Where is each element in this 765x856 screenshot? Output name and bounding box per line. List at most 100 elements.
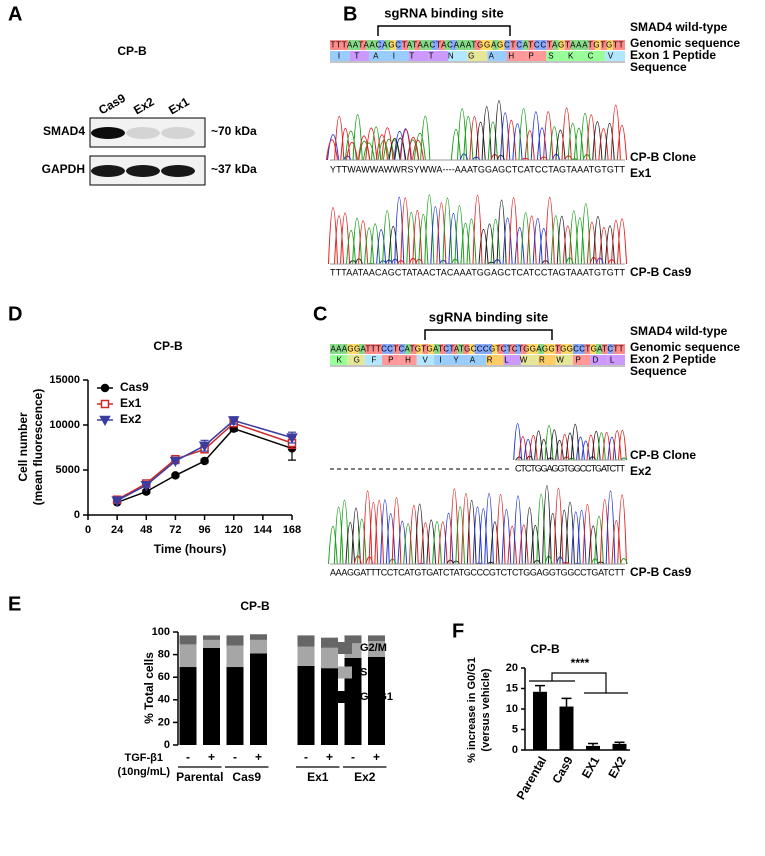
- base-box: [364, 344, 371, 354]
- treatment-dose: (10ng/mL): [117, 766, 170, 778]
- trace-peak: [388, 226, 399, 265]
- trace-peak: [573, 127, 585, 161]
- blot-band: [161, 165, 195, 177]
- blot-band: [126, 165, 160, 177]
- trace-peak: [619, 558, 628, 565]
- base-box: [336, 40, 343, 50]
- base-box: [549, 344, 556, 354]
- aa-box: [486, 355, 504, 365]
- base-box: [567, 344, 573, 354]
- base-box: [353, 344, 359, 354]
- base-box: [341, 344, 348, 354]
- aa-box: [590, 355, 608, 365]
- site-bracket: [377, 25, 511, 36]
- aa-box: [416, 355, 435, 365]
- base-box: [378, 40, 385, 50]
- trace-peak: [555, 439, 564, 461]
- y-tick-label: 5: [512, 723, 518, 735]
- base-box: [445, 344, 452, 354]
- base-box: [468, 344, 475, 354]
- bar-segment: [250, 639, 267, 654]
- data-point: [140, 481, 153, 492]
- base-box: [393, 344, 400, 354]
- protein-label: SMAD4: [43, 124, 85, 138]
- trace-peak: [570, 511, 581, 565]
- base-box: [438, 40, 445, 50]
- aa-box: [605, 51, 625, 61]
- trace-sequence: YTTWAWWAWWRSYWWA----AAATGGAGCTCATCCTAGTA…: [330, 164, 626, 174]
- peptide-label: Sequence: [630, 60, 687, 74]
- trace-peak: [357, 135, 371, 161]
- bar: [612, 743, 627, 750]
- bar: [586, 745, 600, 750]
- base-box: [619, 344, 625, 354]
- base-box: [451, 344, 458, 354]
- trace-peak: [532, 217, 543, 265]
- base-box: [480, 40, 487, 50]
- trace-peak: [617, 429, 627, 461]
- data-point: [171, 471, 180, 480]
- trace-peak: [562, 225, 573, 265]
- bar-segment: [321, 668, 338, 745]
- base-box: [498, 40, 505, 50]
- base-box: [384, 40, 391, 50]
- trace-peak: [493, 100, 505, 161]
- trace-peak: [610, 220, 621, 265]
- bar-segment: [179, 667, 197, 745]
- trace-peak: [604, 225, 615, 265]
- chart-title: CP-B: [240, 599, 270, 613]
- y-tick-label: 20: [506, 662, 518, 674]
- bar-segment: [321, 637, 338, 648]
- base-box: [503, 344, 510, 354]
- aa-box: [572, 355, 591, 365]
- trace-peak: [512, 123, 523, 161]
- trace-peak: [400, 128, 413, 161]
- aa-box: [349, 51, 370, 61]
- base-box: [434, 344, 440, 354]
- base-box: [450, 40, 457, 50]
- trace-peak: [568, 210, 579, 265]
- blot-frame: [89, 117, 206, 148]
- base-box: [564, 40, 571, 50]
- panel-label: D: [8, 303, 22, 325]
- base-box: [428, 344, 435, 354]
- trace-peak: [524, 130, 535, 161]
- panel-label: E: [8, 593, 21, 615]
- x-tick-label: 48: [140, 524, 152, 536]
- trace-peak: [472, 194, 483, 265]
- y-axis-label: (mean fluorescence): [31, 389, 45, 506]
- trace-peak: [430, 206, 441, 265]
- size-label: ~70 kDa: [211, 124, 257, 138]
- base-box: [606, 40, 613, 50]
- base-box: [546, 40, 553, 50]
- x-tick-label: 120: [225, 524, 243, 536]
- bar-segment: [321, 647, 338, 669]
- trace-peak: [506, 120, 517, 161]
- aa-box: [487, 51, 507, 61]
- base-box: [422, 344, 429, 354]
- trace-peak: [534, 430, 543, 461]
- trace-peak: [413, 132, 426, 161]
- trace-peak: [502, 217, 513, 265]
- y-tick-label: 0: [164, 739, 170, 751]
- legend-label: Ex2: [120, 412, 142, 426]
- trace-peak: [586, 434, 596, 461]
- significance-bracket: [529, 672, 628, 694]
- base-box: [444, 40, 451, 50]
- base-box: [522, 40, 529, 50]
- trace-sequence: CTCTGGAGGTGGCCTGATCTT: [515, 463, 626, 473]
- base-box: [561, 344, 568, 354]
- aa-box: [585, 51, 606, 61]
- base-box: [526, 344, 533, 354]
- y-axis-label: Cell number: [16, 412, 30, 482]
- base-box: [596, 344, 602, 354]
- trace-peak: [420, 522, 431, 565]
- base-box: [555, 344, 562, 354]
- base-box: [360, 40, 367, 50]
- x-tick-label: +: [208, 750, 215, 764]
- trace-peak: [536, 493, 546, 565]
- blot-band: [91, 165, 125, 177]
- y-tick-label: 100: [152, 626, 170, 638]
- trace-peak: [460, 223, 471, 265]
- bar-segment: [179, 635, 197, 645]
